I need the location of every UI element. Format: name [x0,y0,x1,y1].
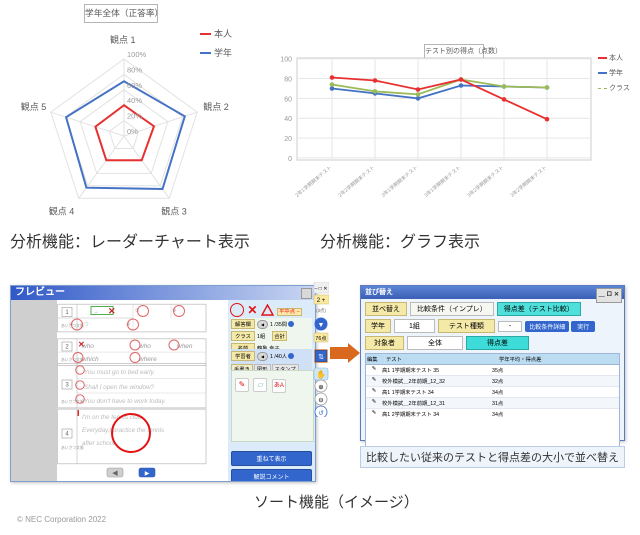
svg-text:You don't have to work today.: You don't have to work today. [84,398,166,405]
svg-text:3年1学期期末テスト: 3年1学期期末テスト [380,164,419,199]
svg-text:40: 40 [284,116,292,123]
svg-text:0: 0 [288,156,292,163]
svg-text:20%: 20% [127,112,142,121]
svg-text:You must go to bed early.: You must go to bed early. [84,369,155,376]
svg-text:100%: 100% [127,50,147,59]
svg-text:Shall I open the window?: Shall I open the window? [84,384,155,391]
svg-text:✕: ✕ [108,306,116,316]
svg-text:観点 4: 観点 4 [49,205,75,216]
svg-text:→: → [93,309,99,315]
svg-text:③: ③ [172,308,177,314]
svg-text:after school.: after school. [82,440,116,447]
svg-text:ウ: ウ [84,321,89,328]
svg-text:40%: 40% [127,96,142,105]
svg-text:(3点): (3点) [316,308,326,314]
svg-text:4: 4 [65,432,69,438]
svg-text:100: 100 [280,57,292,64]
svg-text:Everyday,I practice the tennis: Everyday,I practice the tennis [82,427,165,434]
svg-text:who: who [139,343,151,350]
svg-text:✕: ✕ [78,340,85,349]
svg-text:60: 60 [284,96,292,103]
svg-text:▶: ▶ [145,471,150,477]
svg-text:80%: 80% [127,65,142,74]
svg-text:60%: 60% [127,81,142,90]
svg-text:80: 80 [284,77,292,84]
svg-text:2: 2 [65,345,69,351]
svg-text:⇅: ⇅ [318,354,324,361]
svg-text:観点 2: 観点 2 [203,101,229,112]
svg-text:20: 20 [284,136,292,143]
svg-text:⊖: ⊖ [318,397,324,404]
svg-text:◀: ◀ [112,470,118,477]
svg-text:観点 1: 観点 1 [110,35,136,45]
svg-text:✋: ✋ [316,369,326,379]
svg-text:which: which [82,356,99,363]
svg-text:2 +: 2 + [317,298,326,304]
svg-text:3年2学期期末テスト: 3年2学期期末テスト [509,164,548,199]
svg-text:↺: ↺ [318,410,324,417]
svg-text:あいさつ文脈: あいさつ文脈 [61,445,84,450]
svg-text:観点 3: 観点 3 [161,205,187,216]
svg-text:2年2学期期末テスト: 2年2学期期末テスト [337,164,376,199]
svg-text:⊕: ⊕ [318,384,324,391]
svg-text:0%: 0% [127,127,138,136]
svg-text:観点 5: 観点 5 [21,101,47,112]
svg-text:2年1学期期末テスト: 2年1学期期末テスト [294,164,333,199]
svg-text:76点: 76点 [315,335,327,342]
svg-text:1: 1 [65,310,69,316]
svg-text:▼: ▼ [318,322,325,329]
svg-text:where: where [139,356,157,363]
svg-text:3: 3 [65,383,69,389]
svg-text:3年2学期期末テスト: 3年2学期期末テスト [466,164,505,199]
svg-text:3年1学期期末テスト: 3年1学期期末テスト [423,164,462,199]
svg-text:– □ ✕: – □ ✕ [315,286,328,292]
